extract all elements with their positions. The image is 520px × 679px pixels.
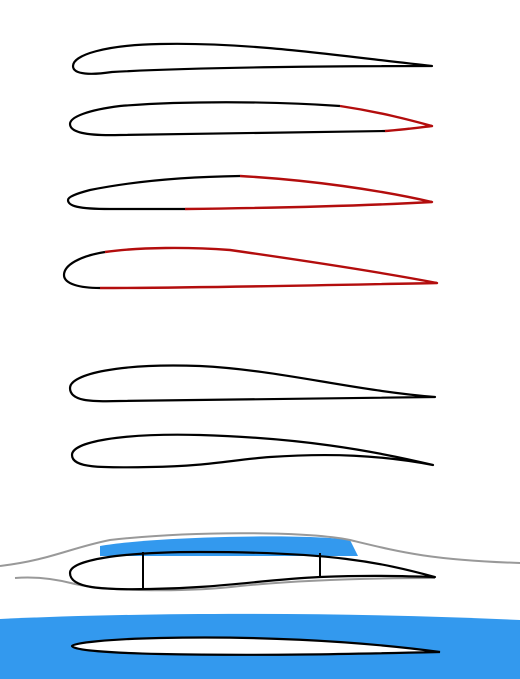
airfoil-6 (70, 433, 435, 469)
airfoil-3 (66, 174, 241, 211)
airfoil-2-flap (339, 104, 434, 133)
airfoil-1 (71, 42, 434, 75)
airfoil-4 (62, 250, 106, 290)
airfoil-4-flap (99, 246, 439, 290)
airfoil-8 (70, 636, 441, 656)
airfoil-5 (68, 364, 437, 403)
airfoil-7 (68, 550, 437, 591)
streamline-top (0, 532, 520, 567)
airfoil-3-flap (184, 174, 434, 211)
airfoil-2 (68, 101, 386, 137)
flow-region (100, 536, 358, 556)
streamline-bottom (14, 576, 436, 592)
